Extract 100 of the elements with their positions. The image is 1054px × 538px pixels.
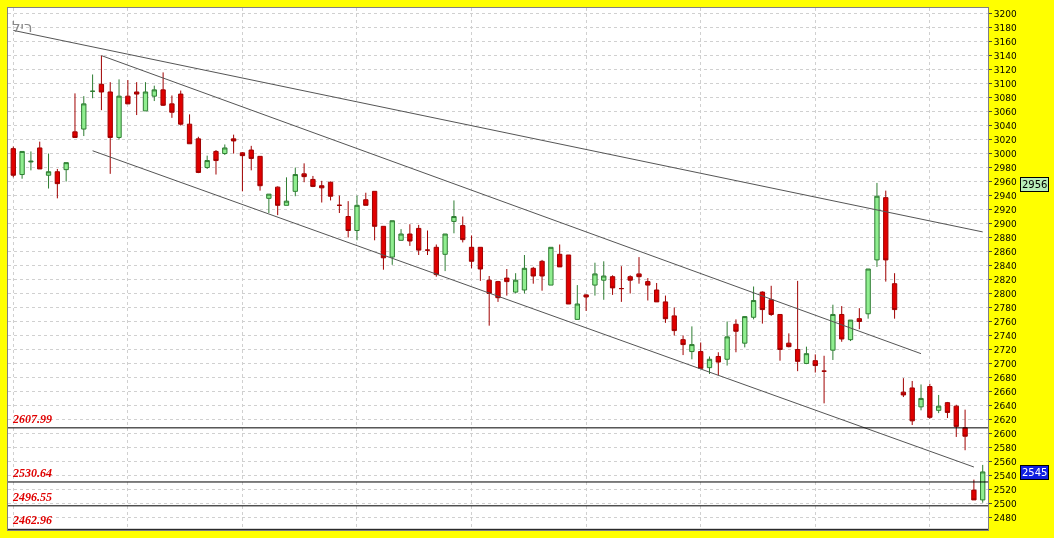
y-tick-label: 2960 xyxy=(993,176,1017,187)
candlestick xyxy=(345,200,351,239)
candlestick xyxy=(777,313,783,362)
y-tick-label: 2900 xyxy=(993,218,1017,229)
ref-line-label: 2607.99 xyxy=(12,412,52,426)
candlestick xyxy=(354,195,360,241)
candlestick xyxy=(10,146,16,178)
candlestick xyxy=(442,233,448,272)
y-tick-label: 2720 xyxy=(993,344,1017,355)
candlestick xyxy=(301,162,307,183)
y-tick-label: 2860 xyxy=(993,246,1017,257)
y-tick-label: 2760 xyxy=(993,316,1017,327)
candlestick xyxy=(530,266,536,285)
candlestick xyxy=(962,409,968,451)
ref-line-label: 2530.64 xyxy=(12,466,52,480)
candlestick xyxy=(609,274,616,296)
candlestick xyxy=(574,284,580,320)
y-tick-label: 2640 xyxy=(993,400,1017,411)
annotation: ריל xyxy=(12,18,33,36)
candlestick xyxy=(204,155,210,170)
candlestick xyxy=(883,190,889,283)
candlestick xyxy=(266,193,272,214)
candlestick xyxy=(803,346,810,365)
candlestick xyxy=(116,78,122,141)
candlestick xyxy=(319,180,325,204)
candlestick xyxy=(645,277,651,301)
candlestick xyxy=(821,355,827,404)
candlestick xyxy=(715,351,721,376)
candlestick xyxy=(557,244,563,268)
y-tick-label: 2920 xyxy=(993,204,1017,215)
y-tick-label: 3080 xyxy=(993,92,1017,103)
candlestick xyxy=(230,134,237,155)
y-tick-label: 2540 xyxy=(993,470,1017,481)
candlestick xyxy=(37,141,43,170)
y-tick-label: 2980 xyxy=(993,162,1017,173)
y-tick-label: 2940 xyxy=(993,190,1017,201)
candlestick xyxy=(565,254,572,305)
y-tick-label: 3160 xyxy=(993,36,1017,47)
candlestick xyxy=(874,182,880,268)
candlestick xyxy=(742,316,748,348)
y-tick-label: 2800 xyxy=(993,288,1017,299)
y-tick-label: 2700 xyxy=(993,358,1017,369)
y-tick-label: 2600 xyxy=(993,428,1017,439)
candlestick xyxy=(847,319,854,342)
candlestick xyxy=(592,262,598,297)
text: 2545 xyxy=(1022,467,1048,478)
candlestick xyxy=(248,145,254,171)
y-tick-label: 2620 xyxy=(993,414,1017,425)
candlestick xyxy=(72,92,78,138)
y-tick-label: 3140 xyxy=(993,50,1017,61)
candlestick xyxy=(98,55,105,111)
candlestick xyxy=(539,259,545,292)
candlestick xyxy=(363,192,369,206)
y-tick-label: 2520 xyxy=(993,484,1017,495)
candlestick xyxy=(750,285,757,320)
candlestick xyxy=(971,479,977,501)
candlestick xyxy=(706,355,713,375)
candlestick xyxy=(786,332,792,348)
y-tick-label: 2820 xyxy=(993,274,1017,285)
candlestick xyxy=(891,272,898,320)
candlestick xyxy=(468,234,475,269)
candlestick xyxy=(327,181,334,201)
candlestick xyxy=(151,85,157,102)
y-tick-label: 3040 xyxy=(993,120,1017,131)
candlestick xyxy=(107,81,113,175)
candlestick xyxy=(292,167,298,197)
candlestick xyxy=(424,230,431,256)
y-tick-label: 3020 xyxy=(993,134,1017,145)
candlestick xyxy=(944,401,951,419)
candlestick xyxy=(178,90,184,127)
candlestick xyxy=(671,306,677,336)
candlestick xyxy=(283,176,290,206)
candlestick xyxy=(160,71,166,107)
candlestick xyxy=(89,73,96,99)
y-tick-label: 2880 xyxy=(993,232,1017,243)
candlestick xyxy=(627,274,633,294)
candlestick xyxy=(275,185,281,216)
candlestick xyxy=(680,334,686,356)
y-tick-label: 2740 xyxy=(993,330,1017,341)
candlestick xyxy=(601,260,607,301)
text: 2956 xyxy=(1022,179,1048,190)
candlestick xyxy=(389,220,395,266)
candlestick xyxy=(733,318,739,353)
candlestick xyxy=(195,136,202,174)
y-tick-label: 2580 xyxy=(993,442,1017,453)
candlestick xyxy=(618,265,625,303)
candlestick xyxy=(495,280,501,303)
candlestick xyxy=(953,404,959,438)
candlestick xyxy=(257,155,263,192)
y-tick-label: 2560 xyxy=(993,456,1017,467)
candlestick xyxy=(310,175,316,188)
candlestick xyxy=(125,79,131,105)
candlestick xyxy=(19,150,25,180)
candlestick xyxy=(900,377,907,398)
candlestick xyxy=(186,113,193,145)
candlestick xyxy=(63,162,69,183)
candlestick xyxy=(636,256,642,285)
candlestick xyxy=(662,295,669,324)
y-tick-label: 3100 xyxy=(993,78,1017,89)
candlestick xyxy=(433,244,439,278)
